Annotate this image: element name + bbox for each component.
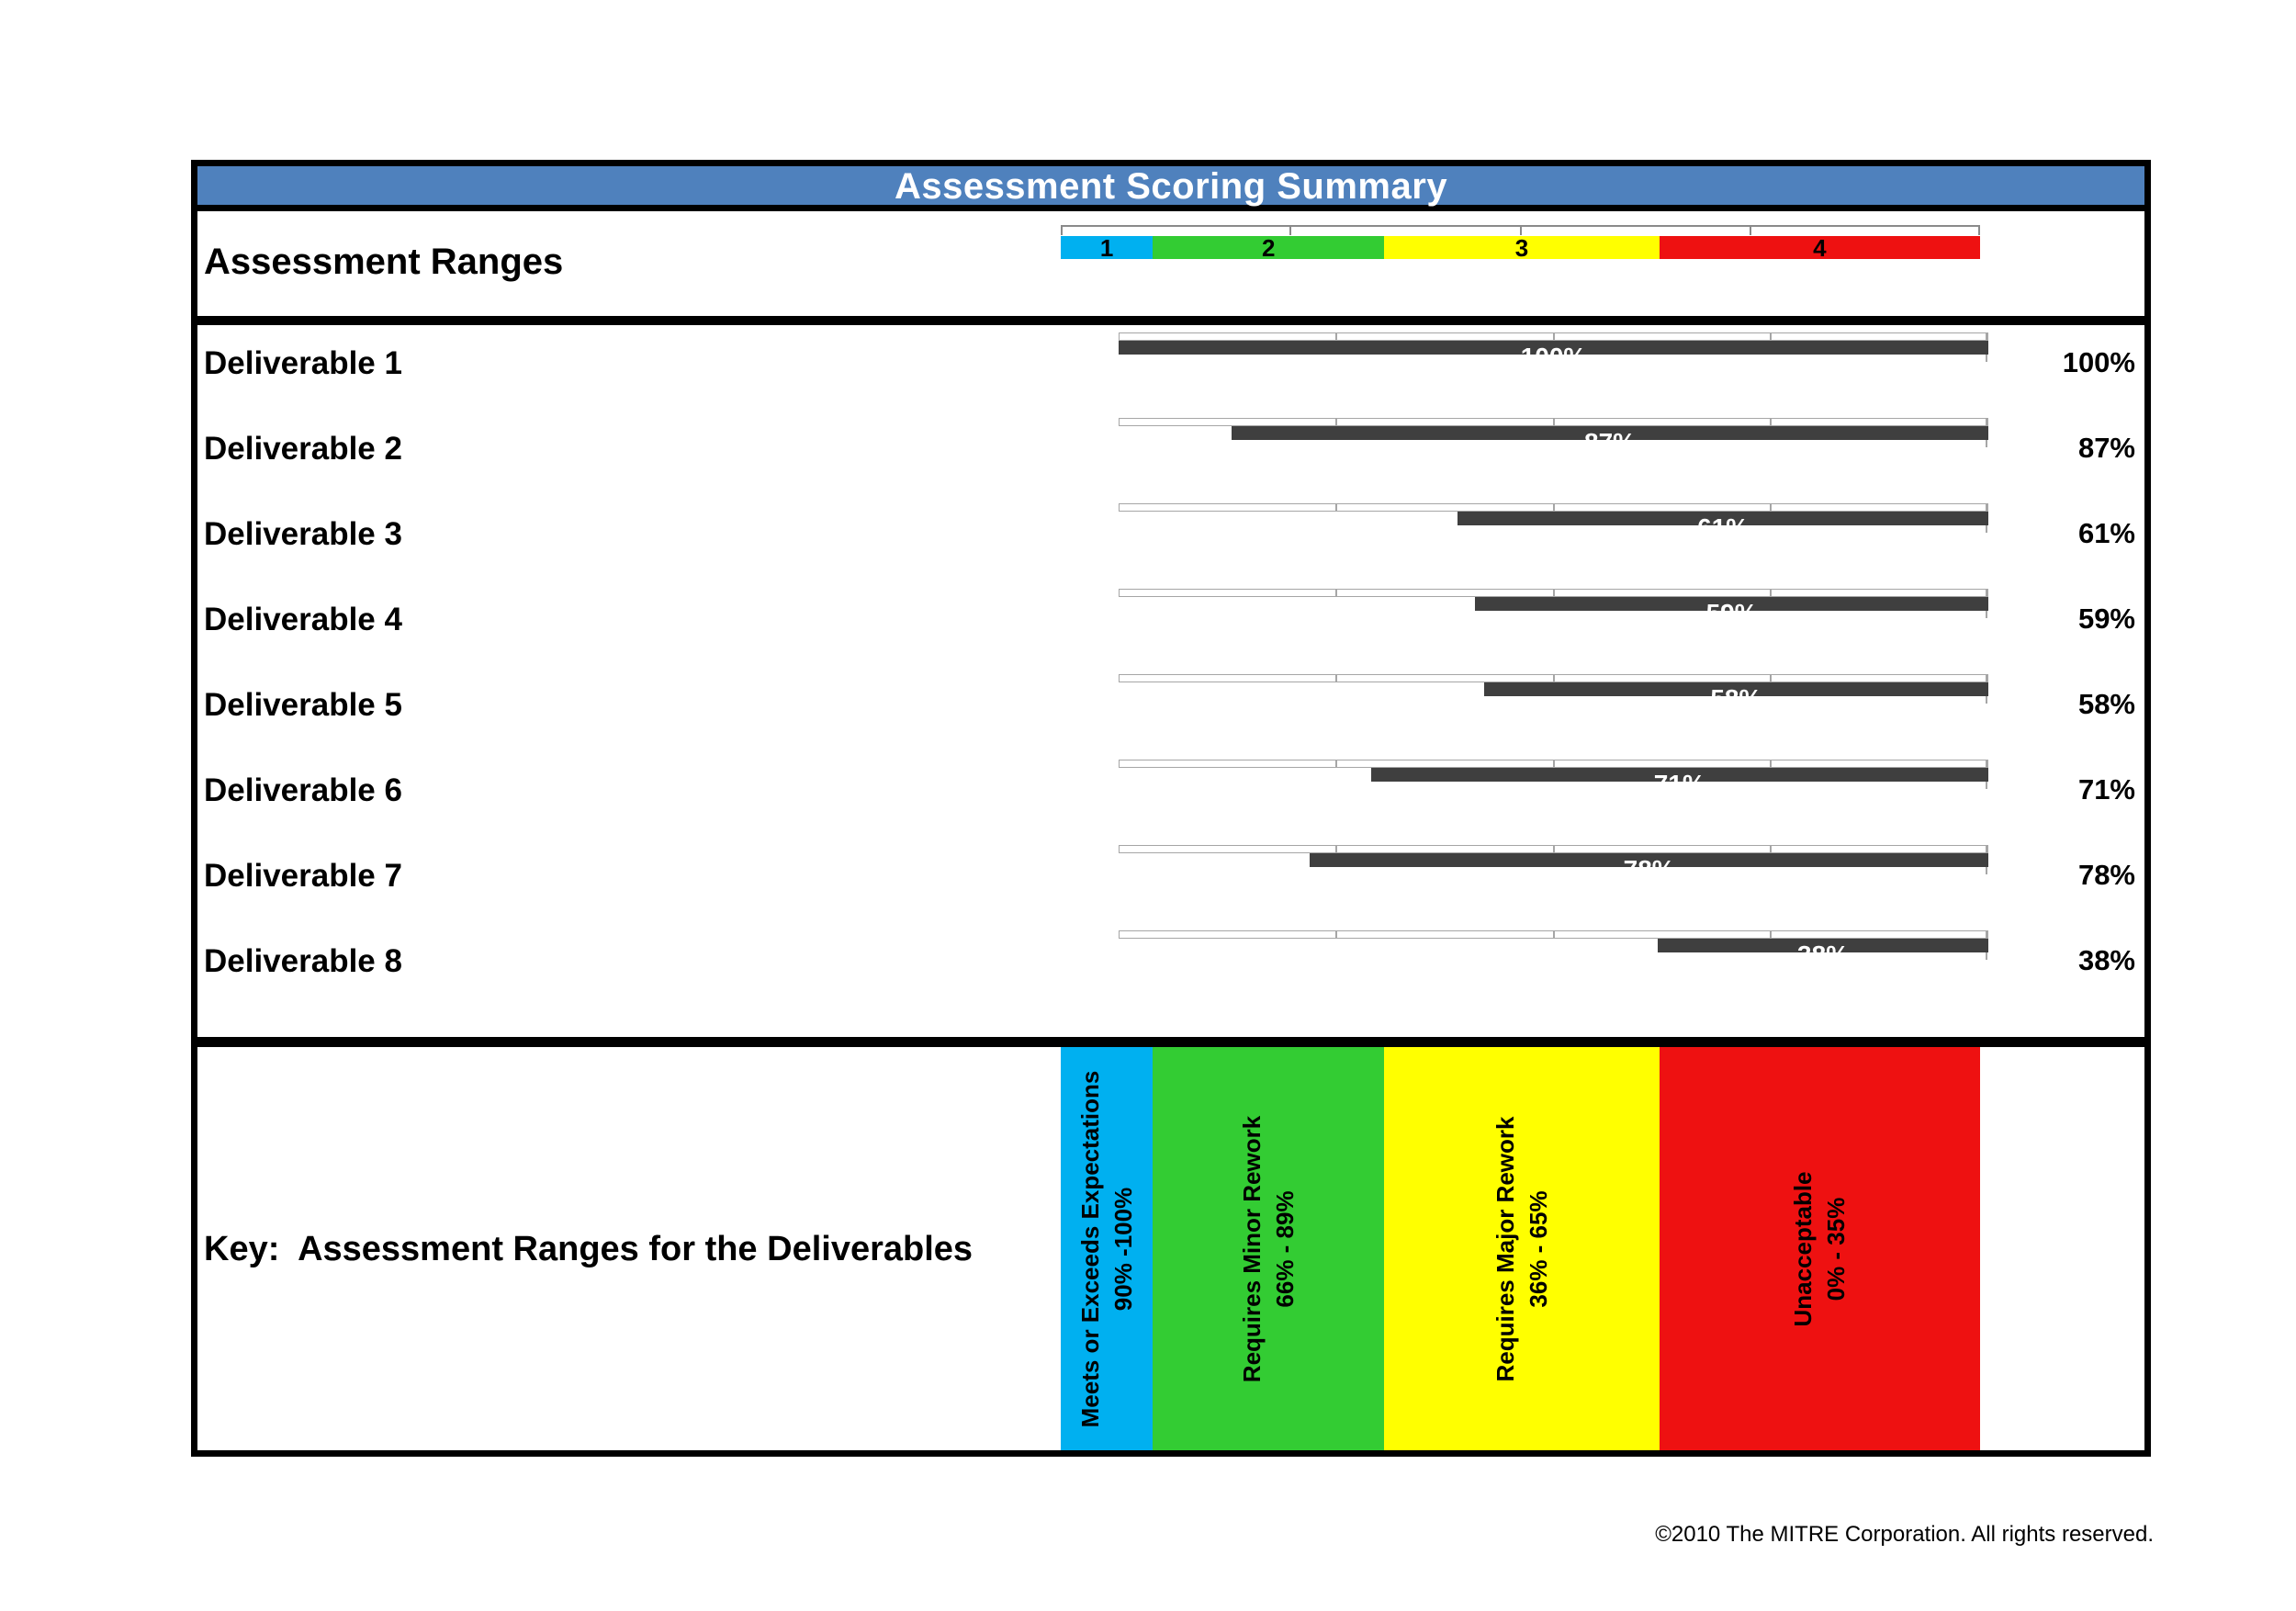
key-band-name: Requires Major Rework [1491,1116,1519,1381]
title-bar: Assessment Scoring Summary [197,166,2144,211]
table-row: Deliverable 8 38% 38% [0,930,2296,1016]
table-row: Deliverable 7 78% 78% [0,845,2296,930]
bar-value-label: 59% [1475,601,1988,612]
score-bar: 61% [1458,512,1988,525]
bar-axis-strip [1119,503,1988,533]
deliverable-name: Deliverable 4 [204,602,402,637]
table-row: Deliverable 2 87% 87% [0,418,2296,503]
bar-value-label: 100% [1119,344,1988,355]
key-band-range: 66% - 89% [1271,1189,1300,1308]
deliverable-name: Deliverable 2 [204,431,402,467]
key-band-text: Meets or Exceeds Expectations 90% -100% [1074,1051,1140,1448]
copyright-text: ©2010 The MITRE Corporation. All rights … [1655,1522,2154,1547]
score-bar: 38% [1658,939,1988,952]
bar-area: 59% [1119,597,1988,611]
bar-value-label: 58% [1484,686,1988,697]
score-value: 100% [2062,346,2135,378]
bar-area: 71% [1119,768,1988,782]
bar-value-label: 78% [1310,857,1988,868]
bar-axis-strip [1119,589,1988,618]
bracket-tick [1519,227,1522,235]
assessment-ranges-label: Assessment Ranges [204,242,564,282]
bar-value-label: 71% [1371,772,1988,783]
bracket-tick [1061,227,1063,235]
score-bar: 59% [1475,597,1988,611]
key-band-text: Unacceptable 0% - 35% [1786,1051,1852,1448]
bracket-tick [1289,227,1292,235]
key-band-name: Unacceptable [1789,1170,1818,1327]
bar-axis-strip [1119,930,1988,960]
bar-axis-strip [1119,332,1988,362]
deliverable-name: Deliverable 1 [204,345,402,381]
scale-segment-2: 2 [1153,236,1385,260]
key-band-text: Requires Major Rework 36% - 65% [1489,1051,1555,1448]
table-row: Deliverable 6 71% 71% [0,760,2296,845]
key-bands: Meets or Exceeds Expectations 90% -100% … [1061,1047,1980,1450]
scale-segment-4: 4 [1659,236,1980,260]
key-band-name: Requires Minor Rework [1238,1115,1266,1382]
key-band-text: Requires Minor Rework 66% - 89% [1235,1051,1301,1448]
deliverable-name: Deliverable 3 [204,516,402,552]
score-value: 71% [2077,773,2135,806]
scale-segment-3: 3 [1384,236,1660,260]
score-value: 61% [2077,517,2135,549]
table-row: Deliverable 4 59% 59% [0,589,2296,674]
deliverable-name: Deliverable 7 [204,858,402,894]
score-value: 78% [2077,859,2135,891]
deliverable-name: Deliverable 8 [204,943,402,979]
bracket-tick [1978,227,1980,235]
score-value: 38% [2077,944,2135,976]
assessment-ranges-scale: 1 2 3 4 [1061,236,1980,260]
bar-axis-strip [1119,418,1988,447]
table-row: Deliverable 3 61% 61% [0,503,2296,589]
deliverable-name: Deliverable 5 [204,687,402,723]
bracket-tick [1749,227,1751,235]
score-bar: 71% [1370,768,1988,783]
key-label: Key: Assessment Ranges for the Deliverab… [204,1230,974,1268]
key-band-major-rework: Requires Major Rework 36% - 65% [1384,1047,1660,1450]
section-divider [191,1037,2151,1047]
key-band-range: 36% - 65% [1524,1189,1552,1308]
section-divider [191,316,2151,325]
key-band-name: Meets or Exceeds Expectations [1076,1070,1105,1427]
bar-area: 100% [1119,341,1988,355]
bar-area: 87% [1119,426,1988,440]
table-row: Deliverable 1 100% 100% [0,332,2296,418]
table-row: Deliverable 5 58% 58% [0,674,2296,760]
score-bar: 87% [1232,426,1988,440]
score-bar: 78% [1310,853,1988,867]
score-bar: 100% [1119,341,1988,355]
page-title: Assessment Scoring Summary [894,166,1448,207]
score-bar: 58% [1483,682,1988,697]
bar-value-label: 38% [1658,942,1988,953]
key-band-meets-expectations: Meets or Exceeds Expectations 90% -100% [1061,1047,1154,1450]
bar-area: 61% [1119,512,1988,525]
bar-area: 38% [1119,939,1988,952]
key-band-range: 90% -100% [1109,1187,1138,1311]
bar-area: 78% [1119,853,1988,867]
bar-axis-strip [1119,845,1988,874]
bar-axis-strip [1119,674,1988,704]
score-value: 58% [2077,688,2135,720]
bar-area: 58% [1119,682,1988,696]
score-value: 59% [2077,603,2135,635]
key-band-range: 0% - 35% [1822,1197,1851,1301]
bar-value-label: 61% [1458,515,1988,526]
deliverable-name: Deliverable 6 [204,772,402,808]
score-value: 87% [2077,432,2135,464]
key-band-minor-rework: Requires Minor Rework 66% - 89% [1153,1047,1385,1450]
scale-bracket-axis [1061,225,1980,237]
scale-segment-1: 1 [1061,236,1154,260]
bar-axis-strip [1119,760,1988,789]
table-outer-border [191,160,2151,1457]
key-band-unacceptable: Unacceptable 0% - 35% [1659,1047,1980,1450]
bar-value-label: 87% [1232,430,1988,441]
